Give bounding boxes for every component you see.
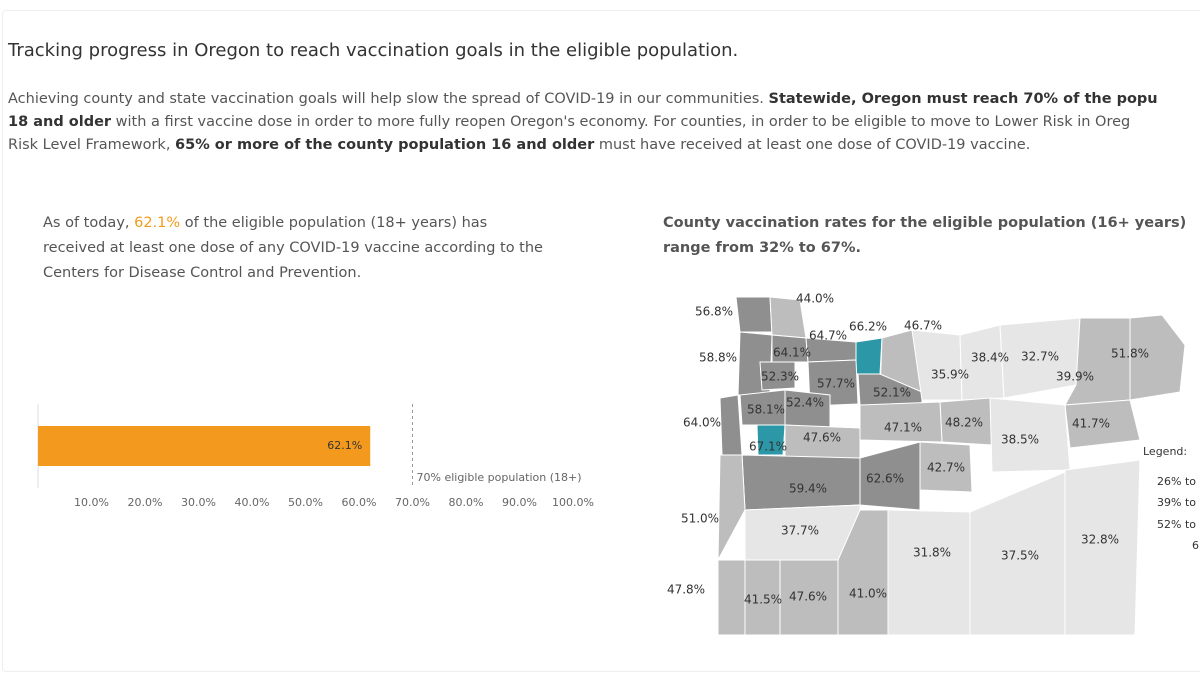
county: [1064, 399, 1141, 449]
text-run: Risk Level Framework,: [8, 137, 176, 153]
county-label: 51.8%: [1111, 347, 1149, 361]
county-label: 38.4%: [971, 351, 1009, 365]
county-label: 32.7%: [1021, 350, 1059, 364]
text-run: As of today,: [43, 215, 135, 231]
intro: Achieving county and state vaccination g…: [8, 88, 1158, 157]
x-tick-label: 60.0%: [342, 496, 377, 509]
legend-label: 6: [1192, 539, 1199, 552]
county-label: 62.6%: [866, 472, 904, 486]
text-line: Centers for Disease Control and Preventi…: [43, 261, 543, 286]
text-line: received at least one dose of any COVID-…: [43, 236, 543, 261]
bar: [38, 426, 371, 466]
county-label: 32.8%: [1081, 533, 1119, 547]
county-label: 39.9%: [1056, 370, 1094, 384]
text-run: Achieving county and state vaccination g…: [8, 91, 769, 107]
x-tick-label: 10.0%: [74, 496, 109, 509]
county-label: 46.7%: [904, 319, 942, 333]
county-label: 52.3%: [761, 370, 799, 384]
county: [1129, 314, 1186, 401]
county: [759, 361, 796, 391]
legend-label: 26% to: [1157, 475, 1196, 488]
county: [717, 454, 746, 561]
county-label: 47.6%: [789, 590, 827, 604]
county-label: 47.8%: [667, 583, 705, 597]
county: [735, 296, 773, 333]
text-run: 65% or more of the county population 16 …: [175, 137, 595, 153]
text-run: 62.1%: [134, 215, 181, 231]
legend-title: Legend:: [1143, 445, 1187, 458]
county: [1064, 459, 1141, 636]
page-title: Tracking progress in Oregon to reach vac…: [8, 40, 739, 61]
county-label: 38.5%: [1001, 433, 1039, 447]
county-label: 47.6%: [803, 431, 841, 445]
county-label: 31.8%: [913, 546, 951, 560]
legend-label: 52% to: [1157, 518, 1196, 531]
dashboard: [2, 10, 1200, 672]
county-label: 51.0%: [681, 512, 719, 526]
x-tick-label: 50.0%: [288, 496, 323, 509]
county-label: 37.7%: [781, 524, 819, 538]
county-label: 64.7%: [809, 329, 847, 343]
county-label: 64.1%: [773, 346, 811, 360]
county: [887, 509, 971, 636]
county-label: 57.7%: [817, 377, 855, 391]
text-line: 18 and older with a first vaccine dose i…: [8, 111, 1158, 134]
county-label: 52.1%: [873, 386, 911, 400]
county-label: 66.2%: [849, 320, 887, 334]
bar-label: 62.1%: [327, 439, 362, 452]
county-label: 52.4%: [786, 396, 824, 410]
text-run: must have received at least one dose of …: [594, 137, 1031, 153]
text-run: received at least one dose of any COVID-…: [43, 240, 543, 256]
county-label: 41.0%: [849, 587, 887, 601]
county-label: 42.7%: [927, 461, 965, 475]
x-tick-label: 20.0%: [128, 496, 163, 509]
county-label: 64.0%: [683, 416, 721, 430]
text-line: Achieving county and state vaccination g…: [8, 88, 1158, 111]
text-run: 18 and older: [8, 114, 112, 130]
x-tick-label: 70.0%: [395, 496, 430, 509]
county-label: 44.0%: [796, 292, 834, 306]
county-label: 41.5%: [744, 593, 782, 607]
county-label: 47.1%: [884, 421, 922, 435]
map-title: County vaccination rates for the eligibl…: [663, 211, 1186, 261]
legend-label: 39% to: [1157, 496, 1196, 509]
county-label: 35.9%: [931, 368, 969, 382]
x-tick-label: 80.0%: [449, 496, 484, 509]
county: [837, 509, 889, 636]
county-label: 58.8%: [699, 351, 737, 365]
summary: As of today, 62.1% of the eligible popul…: [43, 211, 543, 286]
text-run: of the eligible population (18+ years) h…: [180, 215, 488, 231]
x-tick-label: 40.0%: [235, 496, 270, 509]
county-label: 59.4%: [789, 482, 827, 496]
reference-label: 70% eligible population (18+): [417, 471, 582, 484]
county-label: 56.8%: [695, 305, 733, 319]
county-label: 58.1%: [747, 403, 785, 417]
county-label: 37.5%: [1001, 549, 1039, 563]
county: [756, 424, 786, 456]
map-title-line: range from 32% to 67%.: [663, 240, 862, 256]
text-run: with a first vaccine dose in order to mo…: [111, 114, 1131, 130]
text-run: Statewide, Oregon must reach 70% of the …: [768, 91, 1158, 107]
text-line: As of today, 62.1% of the eligible popul…: [43, 211, 543, 236]
x-tick-label: 100.0%: [552, 496, 594, 509]
county: [717, 559, 746, 636]
x-tick-label: 90.0%: [502, 496, 537, 509]
text-run: Centers for Disease Control and Preventi…: [43, 265, 362, 281]
county-label: 41.7%: [1072, 417, 1110, 431]
county: [855, 337, 883, 375]
text-line: Risk Level Framework, 65% or more of the…: [8, 134, 1158, 157]
map-title-line: County vaccination rates for the eligibl…: [663, 215, 1187, 231]
county: [719, 394, 743, 456]
county-label: 67.1%: [749, 440, 787, 454]
county-label: 48.2%: [945, 416, 983, 430]
x-tick-label: 30.0%: [181, 496, 216, 509]
